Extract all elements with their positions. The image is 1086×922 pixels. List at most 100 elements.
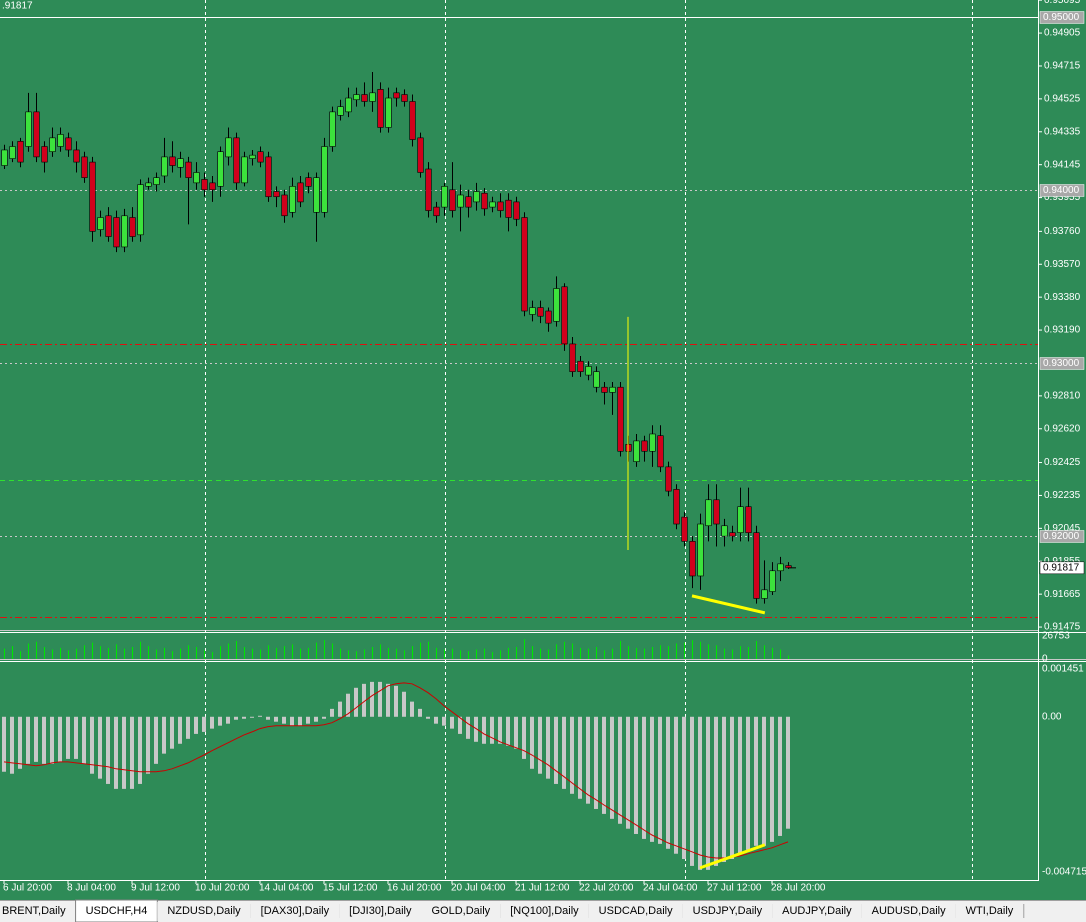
tab[interactable] [157, 902, 251, 921]
candle-body [41, 146, 48, 163]
x-tick-label: 8 Jul 04:00 [67, 883, 116, 894]
macd-histogram-bar [642, 716, 646, 839]
tab-label[interactable]: AUDJPY,Daily [782, 905, 852, 917]
macd-histogram-bar [738, 716, 742, 854]
candle-body [481, 192, 488, 210]
tab[interactable] [421, 902, 501, 921]
candle-body [425, 168, 432, 211]
y-tick-label: 0.93570 [1044, 259, 1081, 270]
macd-histogram-bar [514, 716, 518, 749]
candle-body [121, 215, 128, 248]
candle-body [753, 532, 760, 599]
tab-label[interactable]: USDJPY,Daily [693, 905, 763, 917]
macd-histogram-bar [170, 716, 174, 749]
macd-histogram-bar [426, 716, 430, 719]
macd-histogram-bar [202, 716, 206, 732]
tab[interactable] [0, 902, 76, 921]
y-tick-label: 0.93760 [1044, 226, 1081, 237]
tab[interactable] [955, 902, 1024, 921]
candle-body [665, 466, 672, 492]
level-label-box [1039, 184, 1085, 197]
candle-body [609, 386, 616, 393]
macd-histogram-bar [530, 716, 534, 769]
candle-body [721, 525, 728, 537]
tab-label[interactable]: GOLD,Daily [432, 905, 491, 917]
macd-histogram-bar [778, 716, 782, 836]
x-tick-label: 9 Jul 12:00 [131, 883, 180, 894]
volume-tick-label: 0 [1042, 654, 1048, 665]
macd-histogram-bar [666, 716, 670, 849]
macd-histogram-bar [74, 716, 78, 759]
macd-histogram-bar [98, 716, 102, 779]
macd-histogram-bar [146, 716, 150, 774]
candle-body [185, 161, 192, 178]
candle-body [401, 94, 408, 102]
macd-histogram-bar [658, 716, 662, 844]
candle-body [681, 516, 688, 542]
level-label: 0.92000 [1043, 531, 1080, 542]
macd-histogram-bar [490, 716, 494, 744]
tab-label[interactable]: [DJI30],Daily [349, 905, 412, 917]
macd-histogram-bar [370, 681, 374, 717]
candle-body [449, 189, 456, 211]
tab-label[interactable]: [DAX30],Daily [261, 905, 330, 917]
tab-label[interactable]: BRENT,Daily [2, 905, 66, 917]
macd-histogram-bar [634, 716, 638, 834]
tab-label[interactable]: WTI,Daily [966, 905, 1014, 917]
tab[interactable] [772, 902, 862, 921]
tab-label[interactable]: NZDUSD,Daily [167, 905, 241, 917]
candle-body [553, 288, 560, 322]
macd-histogram-bar [138, 716, 142, 784]
candle-body [641, 440, 648, 452]
macd-histogram-bar [50, 716, 54, 764]
candle-body [81, 156, 88, 178]
current-price-label: 0.91817 [1043, 562, 1080, 573]
level-label: 0.93000 [1043, 358, 1080, 369]
candle-body [193, 172, 200, 184]
candle-body [489, 201, 496, 208]
macd-histogram-bar [786, 716, 790, 829]
macd-histogram-bar [434, 716, 438, 724]
macd-histogram-bar [746, 716, 750, 850]
candle-body [17, 141, 24, 163]
candle-body [281, 194, 288, 217]
candle-body [521, 217, 528, 312]
macd-histogram-bar [546, 716, 550, 779]
tab[interactable] [861, 902, 956, 921]
candle-body [313, 177, 320, 213]
tab[interactable] [250, 902, 340, 921]
candle-body [601, 386, 608, 393]
tab-label[interactable]: USDCAD,Daily [599, 905, 673, 917]
macd-histogram-bar [466, 716, 470, 739]
macd-histogram-bar [410, 701, 414, 717]
candle-body [409, 101, 416, 140]
candle-body [513, 201, 520, 220]
macd-histogram-bar [522, 716, 526, 759]
tab[interactable] [500, 902, 589, 921]
candle-body [345, 97, 352, 113]
level-label-box [1039, 530, 1085, 543]
tab-label[interactable]: USDCHF,H4 [86, 905, 148, 917]
macd-tick-label: 0.001451 [1042, 664, 1084, 675]
tab[interactable] [588, 902, 683, 921]
current-price-box [1039, 561, 1085, 575]
tab[interactable] [339, 902, 422, 921]
candle-body [257, 151, 264, 163]
candle-body [129, 217, 136, 237]
tab-label[interactable]: AUDUSD,Daily [872, 905, 946, 917]
macd-histogram-bar [122, 716, 126, 789]
tab-label[interactable]: [NQ100],Daily [510, 905, 579, 917]
macd-histogram-bar [242, 716, 246, 719]
macd-histogram-bar [106, 716, 110, 784]
candle-body [337, 106, 344, 116]
macd-histogram-bar [186, 716, 190, 739]
macd-histogram-bar [362, 683, 366, 717]
candle-body [649, 433, 656, 452]
candle-body [689, 541, 696, 577]
macd-histogram-bar [394, 685, 398, 717]
macd-histogram-bar [306, 716, 310, 724]
tab[interactable] [682, 902, 773, 921]
candle-body [137, 184, 144, 236]
x-tick-label: 28 Jul 20:00 [771, 883, 826, 894]
